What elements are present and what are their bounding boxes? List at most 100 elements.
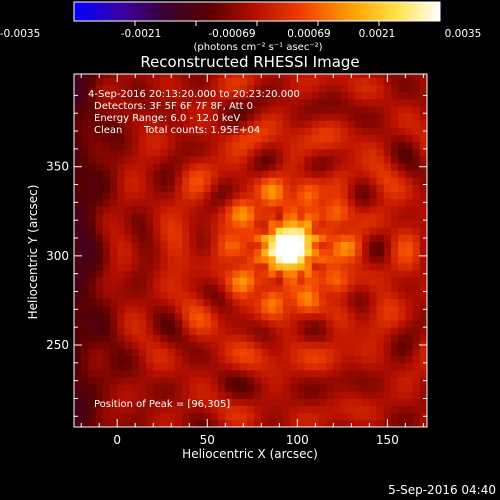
- heatmap-cell: [210, 234, 219, 242]
- annotation-detectors: Detectors: 3F 5F 6F 7F 8F, Att 0: [94, 101, 253, 112]
- heatmap-cell: [117, 377, 125, 385]
- heatmap-cell: [347, 362, 356, 371]
- heatmap-cell: [405, 98, 413, 107]
- heatmap-cell: [376, 398, 385, 406]
- heatmap-cell: [81, 220, 89, 228]
- heatmap-cell: [376, 412, 385, 421]
- heatmap-cell: [254, 241, 262, 250]
- heatmap-cell: [167, 148, 176, 157]
- heatmap-cell: [419, 298, 427, 307]
- heatmap-cell: [369, 141, 377, 150]
- heatmap-cell: [297, 384, 305, 392]
- heatmap-cell: [189, 148, 197, 157]
- heatmap-cell: [297, 334, 305, 342]
- heatmap-cell: [390, 298, 399, 307]
- heatmap-cell: [153, 362, 161, 371]
- heatmap-cell: [354, 191, 363, 200]
- heatmap-cell: [333, 355, 341, 364]
- heatmap-cell: [167, 113, 176, 121]
- heatmap-cell: [354, 213, 363, 221]
- heatmap-cell: [412, 291, 421, 300]
- heatmap-cell: [138, 156, 147, 164]
- heatmap-cell: [218, 405, 226, 414]
- heatmap-cell: [182, 362, 190, 371]
- heatmap-cell: [362, 113, 370, 121]
- heatmap-cell: [239, 284, 248, 292]
- x-tick-label: 150: [376, 433, 399, 447]
- heatmap-cell: [333, 106, 341, 114]
- heatmap-cell: [390, 91, 399, 100]
- heatmap-cell: [131, 106, 140, 114]
- heatmap-cell: [311, 184, 320, 193]
- heatmap-cell: [210, 134, 219, 143]
- heatmap-cell: [354, 355, 363, 364]
- heatmap-cell: [146, 241, 154, 250]
- heatmap-cell: [110, 334, 118, 342]
- heatmap-cell: [74, 348, 82, 357]
- heatmap-cell: [124, 205, 133, 214]
- heatmap-cell: [74, 391, 82, 399]
- heatmap-cell: [95, 255, 104, 264]
- heatmap-cell: [383, 156, 392, 164]
- heatmap-cell: [290, 284, 298, 292]
- heatmap-cell: [297, 113, 305, 121]
- heatmap-cell: [225, 262, 233, 271]
- heatmap-cell: [318, 284, 327, 292]
- heatmap-cell: [232, 405, 241, 414]
- heatmap-cell: [182, 255, 190, 264]
- heatmap-cell: [131, 84, 140, 93]
- heatmap-cell: [110, 270, 118, 278]
- heatmap-cell: [297, 348, 305, 357]
- heatmap-cell: [246, 113, 255, 121]
- heatmap-cell: [167, 355, 176, 364]
- heatmap-cell: [376, 384, 385, 392]
- heatmap-cell: [405, 377, 413, 385]
- heatmap-cell: [326, 248, 334, 257]
- heatmap-cell: [376, 134, 385, 143]
- heatmap-cell: [88, 412, 97, 421]
- heatmap-cell: [167, 377, 176, 385]
- heatmap-cell: [405, 156, 413, 164]
- heatmap-cell: [203, 205, 212, 214]
- heatmap-cell: [340, 170, 349, 178]
- heatmap-cell: [261, 148, 269, 157]
- heatmap-cell: [405, 341, 413, 349]
- heatmap-cell: [398, 419, 406, 427]
- heatmap-cell: [290, 106, 298, 114]
- heatmap-cell: [246, 184, 255, 193]
- heatmap-cell: [282, 348, 291, 357]
- heatmap-cell: [189, 184, 197, 193]
- heatmap-cell: [182, 355, 190, 364]
- heatmap-cell: [81, 305, 89, 314]
- heatmap-cell: [390, 277, 399, 285]
- heatmap-cell: [362, 156, 370, 164]
- heatmap-cell: [160, 148, 169, 157]
- heatmap-cell: [182, 320, 190, 328]
- heatmap-cell: [110, 134, 118, 143]
- heatmap-cell: [297, 184, 305, 193]
- heatmap-cell: [153, 113, 161, 121]
- heatmap-cell: [189, 163, 197, 171]
- heatmap-cell: [326, 220, 334, 228]
- heatmap-cell: [297, 320, 305, 328]
- heatmap-cell: [246, 77, 255, 86]
- heatmap-cell: [153, 184, 161, 193]
- heatmap-cell: [210, 213, 219, 221]
- heatmap-cell: [95, 312, 104, 321]
- heatmap-cell: [239, 270, 248, 278]
- heatmap-cell: [124, 277, 133, 285]
- heatmap-cell: [333, 134, 341, 143]
- heatmap-cell: [160, 369, 169, 378]
- heatmap-cell: [182, 334, 190, 342]
- heatmap-cell: [261, 156, 269, 164]
- heatmap-cell: [102, 234, 111, 242]
- heatmap-cell: [254, 398, 262, 406]
- heatmap-cell: [326, 227, 334, 235]
- heatmap-cell: [146, 262, 154, 271]
- heatmap-cell: [138, 198, 147, 207]
- heatmap-cell: [268, 134, 277, 143]
- heatmap-cell: [369, 362, 377, 371]
- heatmap-cell: [304, 220, 313, 228]
- heatmap-cell: [261, 348, 269, 357]
- heatmap-cell: [174, 198, 183, 207]
